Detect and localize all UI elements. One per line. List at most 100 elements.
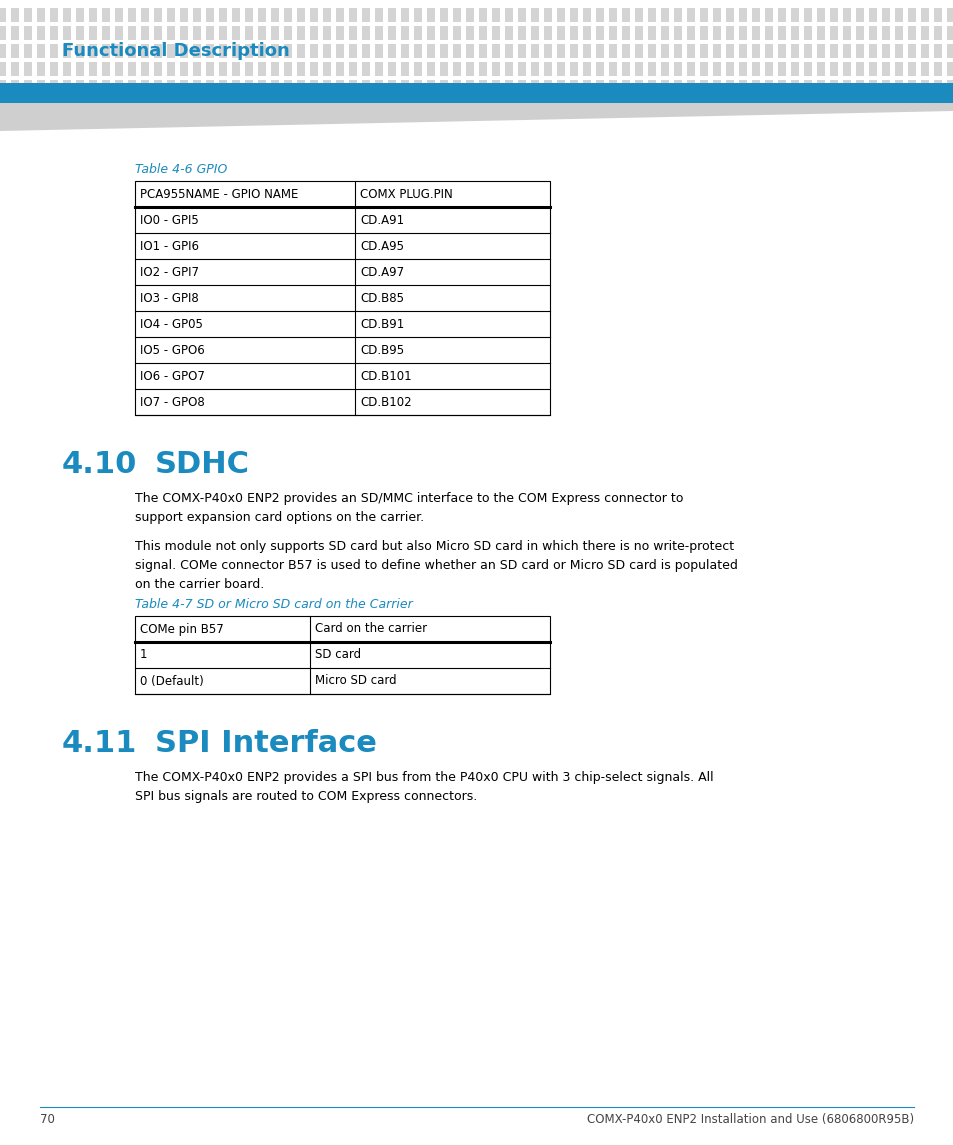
Bar: [50, 44, 58, 58]
Bar: [882, 26, 889, 40]
Bar: [790, 80, 799, 94]
Bar: [803, 44, 811, 58]
Bar: [167, 44, 174, 58]
Bar: [427, 44, 435, 58]
Bar: [829, 8, 837, 22]
Bar: [829, 26, 837, 40]
Bar: [569, 26, 578, 40]
Bar: [439, 62, 448, 76]
Bar: [284, 8, 292, 22]
Bar: [76, 44, 84, 58]
Bar: [388, 8, 395, 22]
Bar: [608, 80, 617, 94]
Bar: [635, 8, 642, 22]
Bar: [751, 80, 760, 94]
Bar: [946, 44, 953, 58]
Bar: [375, 8, 382, 22]
Bar: [946, 80, 953, 94]
Bar: [673, 8, 681, 22]
Bar: [868, 26, 876, 40]
Bar: [167, 80, 174, 94]
Bar: [37, 44, 45, 58]
Bar: [453, 8, 460, 22]
Bar: [504, 44, 513, 58]
Bar: [790, 26, 799, 40]
Bar: [414, 8, 421, 22]
Bar: [569, 62, 578, 76]
Bar: [596, 62, 603, 76]
Bar: [569, 8, 578, 22]
Bar: [349, 80, 356, 94]
Bar: [829, 62, 837, 76]
Bar: [271, 44, 278, 58]
Bar: [375, 62, 382, 76]
Bar: [310, 8, 317, 22]
Bar: [349, 26, 356, 40]
Bar: [778, 8, 785, 22]
Bar: [284, 44, 292, 58]
Text: Micro SD card: Micro SD card: [314, 674, 396, 687]
Bar: [907, 26, 915, 40]
Bar: [323, 80, 331, 94]
Bar: [842, 80, 850, 94]
Text: Card on the carrier: Card on the carrier: [314, 623, 427, 635]
Bar: [608, 62, 617, 76]
Text: PCA955NAME - GPIO NAME: PCA955NAME - GPIO NAME: [140, 188, 298, 200]
Bar: [712, 44, 720, 58]
Bar: [11, 80, 19, 94]
Text: IO7 - GPO8: IO7 - GPO8: [140, 395, 205, 409]
Bar: [271, 8, 278, 22]
Bar: [37, 80, 45, 94]
Bar: [180, 26, 188, 40]
Bar: [700, 62, 707, 76]
Bar: [465, 44, 474, 58]
Bar: [296, 80, 305, 94]
Bar: [907, 44, 915, 58]
Bar: [582, 80, 590, 94]
Bar: [933, 62, 941, 76]
Bar: [335, 26, 344, 40]
Bar: [647, 44, 656, 58]
Bar: [11, 26, 19, 40]
Bar: [115, 8, 123, 22]
Bar: [882, 8, 889, 22]
Bar: [388, 44, 395, 58]
Bar: [907, 62, 915, 76]
Bar: [63, 62, 71, 76]
Bar: [582, 8, 590, 22]
Bar: [557, 62, 564, 76]
Bar: [725, 80, 733, 94]
Bar: [271, 26, 278, 40]
Bar: [531, 26, 538, 40]
Bar: [0, 62, 6, 76]
Bar: [660, 44, 668, 58]
Text: IO1 - GPI6: IO1 - GPI6: [140, 239, 199, 253]
Bar: [76, 80, 84, 94]
Bar: [764, 26, 772, 40]
Bar: [153, 26, 162, 40]
Bar: [933, 44, 941, 58]
Bar: [257, 80, 266, 94]
Bar: [439, 44, 448, 58]
Bar: [361, 26, 370, 40]
Bar: [180, 80, 188, 94]
Bar: [855, 44, 863, 58]
Bar: [882, 62, 889, 76]
Bar: [608, 8, 617, 22]
Bar: [206, 44, 213, 58]
Text: CD.A95: CD.A95: [359, 239, 403, 253]
Bar: [492, 62, 499, 76]
Bar: [24, 8, 32, 22]
Bar: [310, 26, 317, 40]
Bar: [933, 80, 941, 94]
Bar: [647, 62, 656, 76]
Bar: [829, 80, 837, 94]
Bar: [0, 82, 953, 103]
Text: 4.10: 4.10: [62, 450, 137, 479]
Bar: [621, 80, 629, 94]
Bar: [543, 8, 552, 22]
Bar: [531, 44, 538, 58]
Bar: [180, 44, 188, 58]
Bar: [135, 181, 550, 414]
Bar: [375, 26, 382, 40]
